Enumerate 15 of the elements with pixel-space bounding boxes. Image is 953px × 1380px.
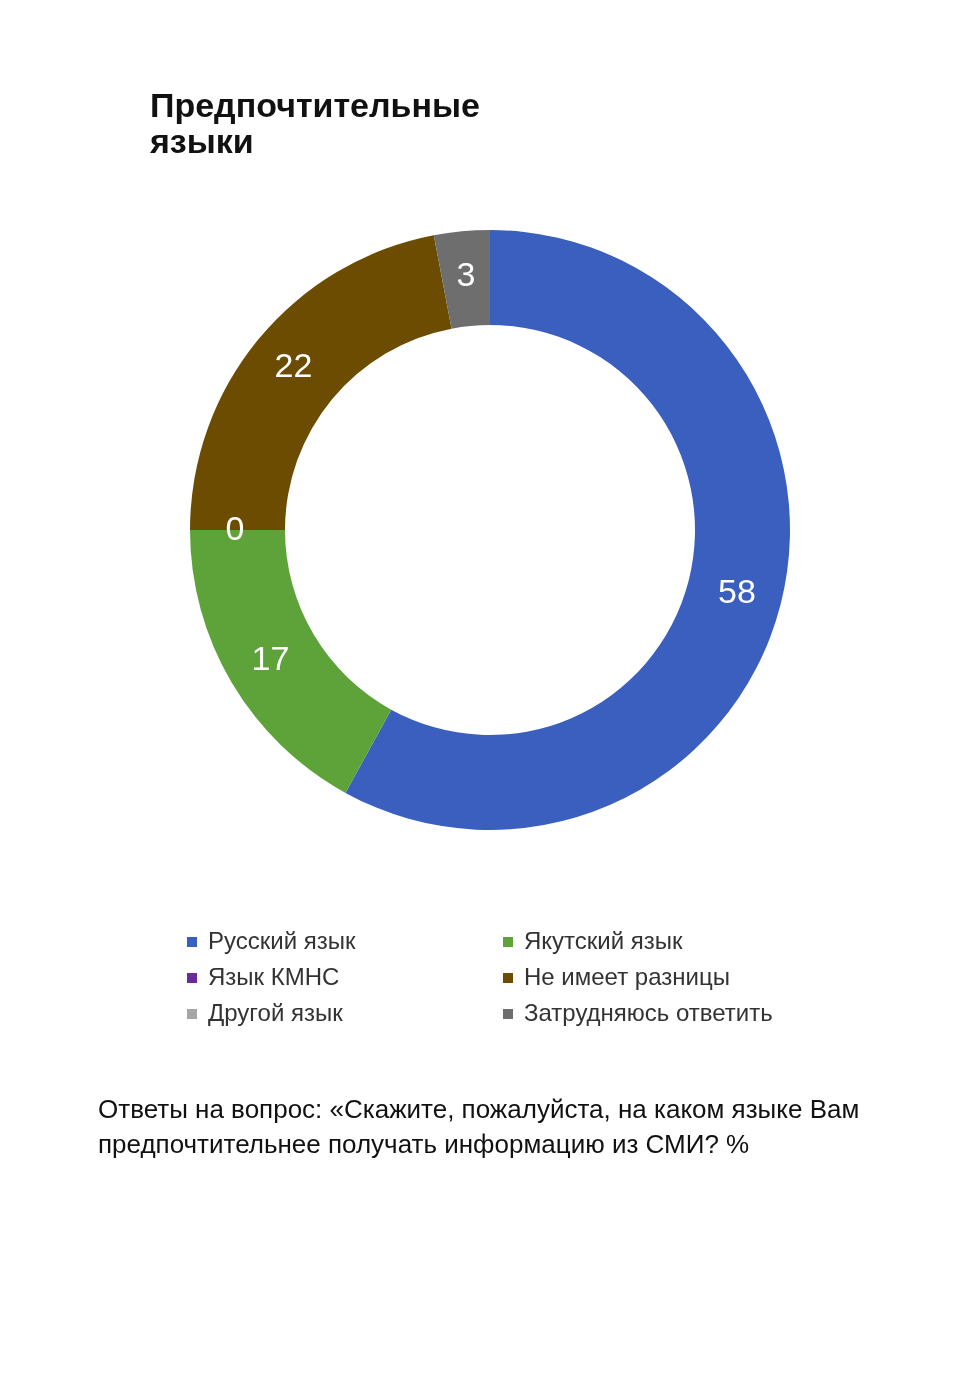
legend-label: Другой язык	[208, 999, 344, 1026]
data-label: 17	[251, 638, 290, 677]
text: 0	[225, 509, 245, 547]
chart-title: Предпочтительные языки	[149, 86, 480, 160]
legend-label: Русский язык	[208, 927, 356, 954]
text: Ответы на вопрос: «Скажите, пожалуйста, на каком языке Вам предпочтительнее получать информацию из СМИ? %	[98, 1093, 861, 1162]
legend-label: Якутский язык	[524, 927, 684, 954]
donut-slice	[345, 230, 790, 830]
legend-label: Язык КМНС	[208, 963, 340, 990]
data-label: 58	[718, 572, 756, 611]
legend-label: Не имеет разницы	[524, 963, 730, 990]
data-label: 22	[274, 346, 313, 385]
donut-slice	[433, 230, 490, 329]
data-label: 3	[456, 255, 476, 294]
legend-label: Затрудняюсь ответить	[524, 999, 773, 1026]
